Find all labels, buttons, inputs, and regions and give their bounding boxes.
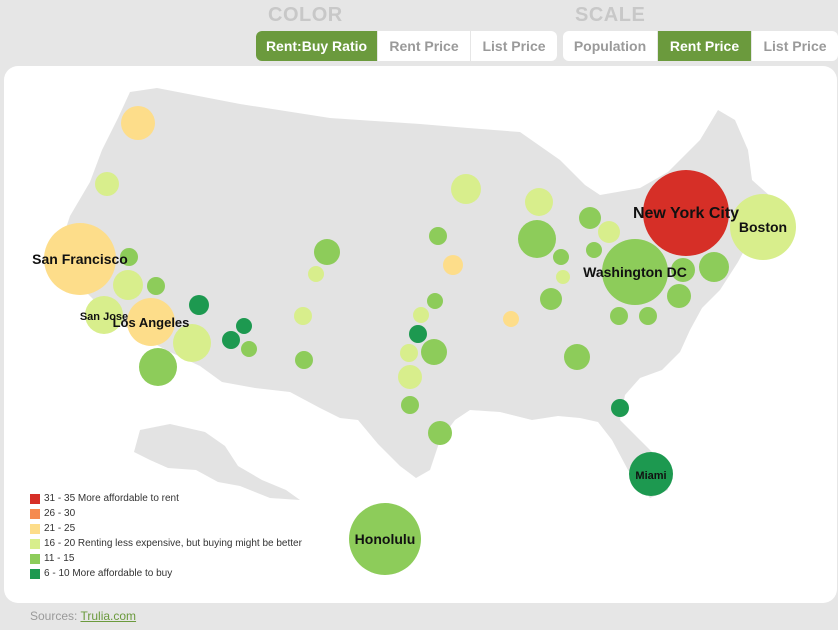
city-bubble[interactable] (639, 307, 657, 325)
color-toggle-group: Rent:Buy Ratio Rent Price List Price (256, 31, 557, 61)
city-bubble[interactable] (586, 242, 602, 258)
legend-item-16-20: 16 - 20 Renting less expensive, but buyi… (30, 536, 302, 551)
city-label: New York City (633, 205, 739, 222)
city-bubble[interactable] (540, 288, 562, 310)
city-bubble[interactable] (598, 221, 620, 243)
city-bubble[interactable] (699, 252, 729, 282)
city-bubble[interactable] (121, 106, 155, 140)
legend-label: 21 - 25 (44, 523, 76, 534)
city-bubble[interactable] (120, 248, 138, 266)
legend-label: 11 - 15 (44, 553, 75, 564)
legend-swatch-red (30, 493, 40, 504)
city-label: Boston (739, 219, 787, 235)
scale-section-title: SCALE (575, 4, 646, 26)
city-bubble[interactable] (295, 351, 313, 369)
city-bubble[interactable] (610, 307, 628, 325)
scale-rent-price-button[interactable]: Rent Price (658, 31, 752, 61)
city-label: Miami (635, 470, 666, 482)
city-bubble[interactable] (525, 188, 553, 216)
color-rent-buy-ratio-button[interactable]: Rent:Buy Ratio (256, 31, 378, 61)
city-label: Honolulu (355, 531, 416, 547)
city-label: San Jose (80, 311, 128, 323)
map-panel: New York City Boston Washington DC San Fran… (4, 66, 837, 603)
city-bubble[interactable] (421, 339, 447, 365)
city-bubble[interactable] (113, 270, 143, 300)
city-bubble-los-angeles[interactable] (127, 298, 175, 346)
city-bubble[interactable] (667, 284, 691, 308)
city-bubble-washington-dc[interactable] (602, 239, 668, 305)
city-bubble-san-jose[interactable] (85, 296, 123, 334)
legend-swatch-lightgreen (30, 538, 40, 549)
scale-list-price-button[interactable]: List Price (763, 38, 827, 54)
city-bubble-boston[interactable] (730, 194, 796, 260)
city-bubble[interactable] (429, 227, 447, 245)
city-bubble[interactable] (579, 207, 601, 229)
city-bubble[interactable] (173, 324, 211, 362)
source-link[interactable]: Trulia.com (80, 609, 137, 623)
legend-item-11-15: 11 - 15 (30, 551, 302, 566)
city-bubble[interactable] (443, 255, 463, 275)
color-section-title: COLOR (268, 4, 343, 26)
city-bubble[interactable] (189, 295, 209, 315)
city-bubble[interactable] (428, 421, 452, 445)
city-label: Los Angeles (113, 315, 190, 330)
color-rent-price-button[interactable]: Rent Price (378, 31, 471, 61)
legend-label: 16 - 20 Renting less expensive, but buyi… (44, 538, 302, 549)
legend-swatch-orange (30, 508, 40, 519)
city-label: Washington DC (583, 264, 687, 280)
city-bubble[interactable] (241, 341, 257, 357)
city-label: San Francisco (32, 251, 128, 267)
city-bubble-honolulu[interactable] (349, 503, 421, 575)
legend-swatch-darkgreen (30, 568, 40, 579)
city-bubble[interactable] (147, 277, 165, 295)
source-note: Sources: Trulia.com (30, 609, 136, 623)
city-bubble[interactable] (400, 344, 418, 362)
legend-item-31-35: 31 - 35 More affordable to rent (30, 491, 302, 506)
color-list-price-button[interactable]: List Price (482, 38, 546, 54)
city-bubble[interactable] (409, 325, 427, 343)
city-bubble[interactable] (413, 307, 429, 323)
legend-item-26-30: 26 - 30 (30, 506, 302, 521)
city-bubble[interactable] (401, 396, 419, 414)
city-bubble[interactable] (139, 348, 177, 386)
legend-label: 31 - 35 More affordable to rent (44, 493, 179, 504)
city-bubble[interactable] (236, 318, 252, 334)
city-bubble[interactable] (556, 270, 570, 284)
city-bubble[interactable] (451, 174, 481, 204)
alaska-shape (134, 424, 300, 500)
city-bubble-san-francisco[interactable] (44, 223, 116, 295)
continental-us-shape (60, 88, 772, 498)
city-bubble[interactable] (518, 220, 556, 258)
legend-swatch-yellow (30, 523, 40, 534)
source-prefix: Sources: (30, 609, 81, 623)
city-bubble[interactable] (398, 365, 422, 389)
city-bubble[interactable] (427, 293, 443, 309)
city-bubble[interactable] (314, 239, 340, 265)
city-bubble[interactable] (671, 258, 695, 282)
legend-label: 26 - 30 (44, 508, 76, 519)
legend-item-6-10: 6 - 10 More affordable to buy (30, 566, 302, 581)
legend-item-21-25: 21 - 25 (30, 521, 302, 536)
scale-toggle-group: Population Rent Price List Price (563, 31, 838, 61)
city-bubble[interactable] (611, 399, 629, 417)
city-bubble[interactable] (308, 266, 324, 282)
city-bubble-new-york-city[interactable] (643, 170, 729, 256)
city-bubble-miami[interactable] (629, 452, 673, 496)
legend-label: 6 - 10 More affordable to buy (44, 568, 173, 579)
legend: 31 - 35 More affordable to rent 26 - 30 … (30, 491, 302, 581)
legend-swatch-green (30, 553, 40, 564)
city-bubble[interactable] (294, 307, 312, 325)
city-bubble[interactable] (222, 331, 240, 349)
city-bubble[interactable] (553, 249, 569, 265)
city-bubble[interactable] (564, 344, 590, 370)
scale-population-button[interactable]: Population (563, 31, 658, 61)
city-bubble[interactable] (95, 172, 119, 196)
city-bubble[interactable] (503, 311, 519, 327)
